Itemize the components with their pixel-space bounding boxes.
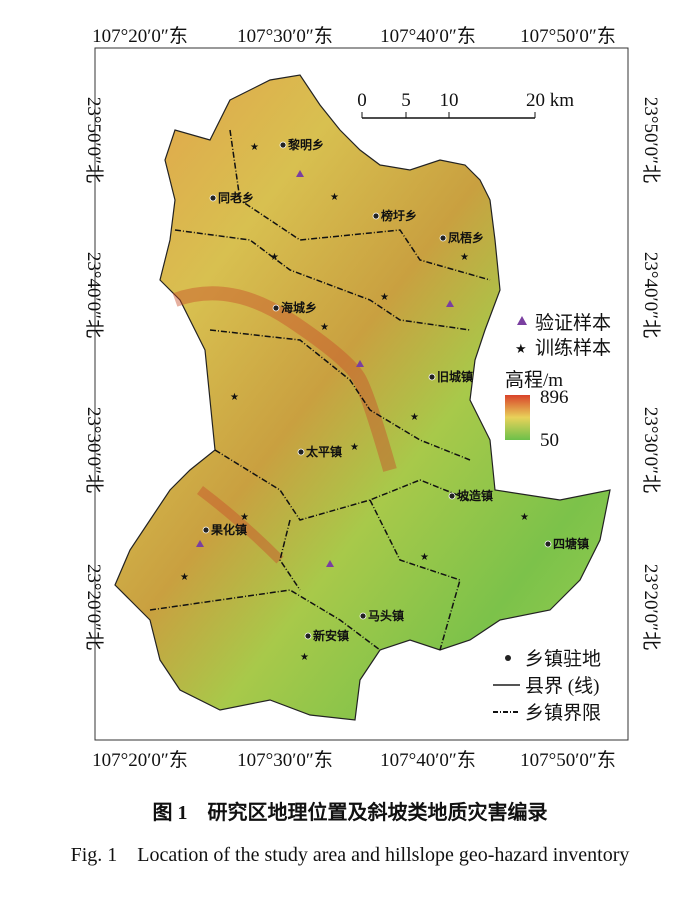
top-label: 107°40′0″东 bbox=[380, 25, 476, 47]
town-seat bbox=[439, 234, 447, 242]
svg-text:★: ★ bbox=[460, 252, 469, 263]
left-label: 23°20′0″北 bbox=[83, 564, 105, 650]
bottom-label: 107°20′0″东 bbox=[92, 749, 188, 771]
legend-validation: 验证样本 bbox=[535, 312, 611, 334]
scale-label: 5 bbox=[401, 90, 411, 111]
town-label: 新安镇 bbox=[313, 628, 349, 643]
svg-text:★: ★ bbox=[300, 652, 309, 663]
scale-label: 0 bbox=[357, 90, 367, 111]
svg-text:★: ★ bbox=[410, 412, 419, 423]
sample-points: ★ ★ ★ ★ ★ ★ ★ ★ ★ ★ ★ ★ ★ ★ bbox=[180, 142, 529, 663]
svg-text:★: ★ bbox=[250, 142, 259, 153]
town-label: 四塘镇 bbox=[553, 536, 589, 551]
legend-dot bbox=[505, 655, 511, 661]
town-label: 凤梧乡 bbox=[448, 230, 484, 245]
svg-text:★: ★ bbox=[270, 252, 279, 263]
legend-triangle bbox=[517, 316, 527, 325]
scale-label: 10 bbox=[440, 90, 459, 111]
map: ★ ★ ★ ★ ★ ★ ★ ★ ★ ★ ★ ★ ★ ★ ★ 107°20′0″东 107°20′0″东 1… bbox=[83, 25, 662, 771]
town-label: 旧城镇 bbox=[437, 369, 473, 384]
bottom-label: 107°50′0″东 bbox=[520, 749, 616, 771]
town-seat bbox=[359, 612, 367, 620]
svg-text:★: ★ bbox=[240, 512, 249, 523]
legend-town-seat: 乡镇驻地 bbox=[525, 648, 601, 670]
top-label: 107°20′0″东 bbox=[92, 25, 188, 47]
left-label: 23°40′0″北 bbox=[83, 252, 105, 338]
legend-elevation-min: 50 bbox=[540, 430, 559, 451]
bottom-label: 107°30′0″东 bbox=[237, 749, 333, 771]
town-seat bbox=[272, 304, 280, 312]
caption-en: Fig. 1 Location of the study area and hi… bbox=[70, 844, 630, 866]
svg-text:★: ★ bbox=[180, 572, 189, 583]
scale-label: 20 km bbox=[526, 90, 574, 111]
town-label: 榜圩乡 bbox=[381, 208, 417, 223]
town-label: 黎明乡 bbox=[288, 137, 324, 152]
right-label: 23°30′0″北 bbox=[640, 407, 662, 493]
town-seat bbox=[304, 632, 312, 640]
town-label: 同老乡 bbox=[218, 190, 254, 205]
town-label: 坡造镇 bbox=[457, 488, 493, 503]
town-seat bbox=[279, 141, 287, 149]
svg-text:★: ★ bbox=[320, 322, 329, 333]
svg-text:★: ★ bbox=[330, 192, 339, 203]
elevation-ramp bbox=[505, 395, 530, 440]
legend-elevation-max: 896 bbox=[540, 387, 569, 408]
town-seat bbox=[544, 540, 552, 548]
town-seat bbox=[428, 373, 436, 381]
town-seat bbox=[297, 448, 305, 456]
legend-county-boundary: 县界 (线) bbox=[525, 675, 599, 697]
legend-training: 训练样本 bbox=[535, 337, 611, 359]
svg-text:★: ★ bbox=[230, 392, 239, 403]
right-label: 23°40′0″北 bbox=[640, 252, 662, 338]
town-label: 海城乡 bbox=[281, 300, 317, 315]
legend-star: ★ bbox=[515, 341, 527, 356]
town-label: 太平镇 bbox=[306, 444, 342, 459]
top-label: 107°30′0″东 bbox=[237, 25, 333, 47]
svg-text:★: ★ bbox=[380, 292, 389, 303]
ridge bbox=[172, 286, 397, 472]
town-label: 果化镇 bbox=[210, 522, 247, 537]
caption-zh: 图 1 研究区地理位置及斜坡类地质灾害编录 bbox=[152, 802, 548, 824]
legend-elevation-title: 高程/m bbox=[505, 369, 563, 391]
town-seat bbox=[448, 492, 456, 500]
town-seat bbox=[209, 194, 217, 202]
town-boundaries bbox=[149, 129, 491, 651]
town-seat bbox=[372, 212, 380, 220]
svg-text:★: ★ bbox=[520, 512, 529, 523]
left-label: 23°30′0″北 bbox=[83, 407, 105, 493]
ridge bbox=[196, 486, 284, 564]
bottom-label: 107°40′0″东 bbox=[380, 749, 476, 771]
top-label: 107°50′0″东 bbox=[520, 25, 616, 47]
town-seat bbox=[202, 526, 210, 534]
right-label: 23°20′0″北 bbox=[640, 564, 662, 650]
right-label: 23°50′0″北 bbox=[640, 97, 662, 183]
svg-text:★: ★ bbox=[350, 442, 359, 453]
validation-points bbox=[196, 170, 454, 567]
legend-town-boundary: 乡镇界限 bbox=[525, 702, 601, 724]
svg-text:★: ★ bbox=[420, 552, 429, 563]
town-label: 马头镇 bbox=[368, 608, 404, 623]
left-label: 23°50′0″北 bbox=[83, 97, 105, 183]
